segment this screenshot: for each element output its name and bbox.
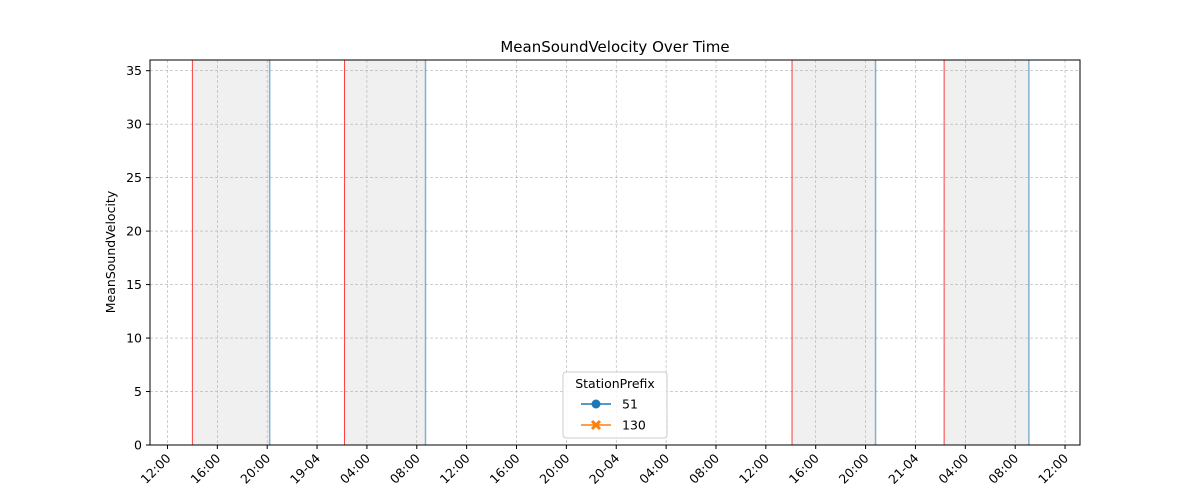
x-tick-label: 12:00 xyxy=(437,450,473,486)
shaded-span xyxy=(944,60,1029,445)
chart-title: MeanSoundVelocity Over Time xyxy=(500,38,729,56)
shaded-span xyxy=(344,60,426,445)
shaded-span xyxy=(792,60,876,445)
x-tick-label: 20:00 xyxy=(536,450,572,486)
x-tick-label: 16:00 xyxy=(187,450,223,486)
legend-entry-label: 51 xyxy=(622,397,638,412)
y-tick-label: 35 xyxy=(126,63,142,78)
x-tick-label: 08:00 xyxy=(985,450,1021,486)
legend-marker-x xyxy=(590,419,602,431)
legend-marker-circle xyxy=(591,399,601,409)
legend-box xyxy=(562,371,668,439)
x-tick-label: 04:00 xyxy=(636,450,672,486)
y-tick-label: 25 xyxy=(126,170,142,185)
x-tick-label: 20:00 xyxy=(836,450,872,486)
y-axis: 0 5 10 15 20 25 30 35 xyxy=(126,63,150,453)
grid xyxy=(150,60,1080,446)
legend-entry-label: 130 xyxy=(622,418,646,433)
x-tick-label: 16:00 xyxy=(786,450,822,486)
y-tick-label: 10 xyxy=(126,331,142,346)
x-tick-label: 08:00 xyxy=(686,450,722,486)
y-tick-label: 20 xyxy=(126,224,142,239)
y-tick-label: 15 xyxy=(126,277,142,292)
y-tick-label: 5 xyxy=(134,384,142,399)
x-tick-label: 21-04 xyxy=(885,450,921,486)
x-tick-label: 08:00 xyxy=(387,450,423,486)
x-tick-label: 04:00 xyxy=(337,450,373,486)
y-axis-label: MeanSoundVelocity xyxy=(103,190,118,313)
span-lines xyxy=(191,60,1030,445)
y-tick-label: 30 xyxy=(126,117,142,132)
legend-title: StationPrefix xyxy=(575,376,655,391)
y-tick-label: 0 xyxy=(134,438,142,453)
x-axis: 12:00 16:00 20:00 19-04 04:00 08:00 12:00 16:00… xyxy=(137,445,1071,487)
x-tick-label: 12:00 xyxy=(736,450,772,486)
x-tick-label: 20:00 xyxy=(237,450,273,486)
x-tick-label: 04:00 xyxy=(935,450,971,486)
plot-frame xyxy=(149,59,1081,446)
x-tick-label: 20-04 xyxy=(586,450,622,486)
x-tick-label: 19-04 xyxy=(287,450,323,486)
shaded-span xyxy=(192,60,270,445)
x-tick-label: 12:00 xyxy=(137,450,173,486)
x-tick-label: 16:00 xyxy=(487,450,523,486)
x-tick-label: 12:00 xyxy=(1035,450,1071,486)
